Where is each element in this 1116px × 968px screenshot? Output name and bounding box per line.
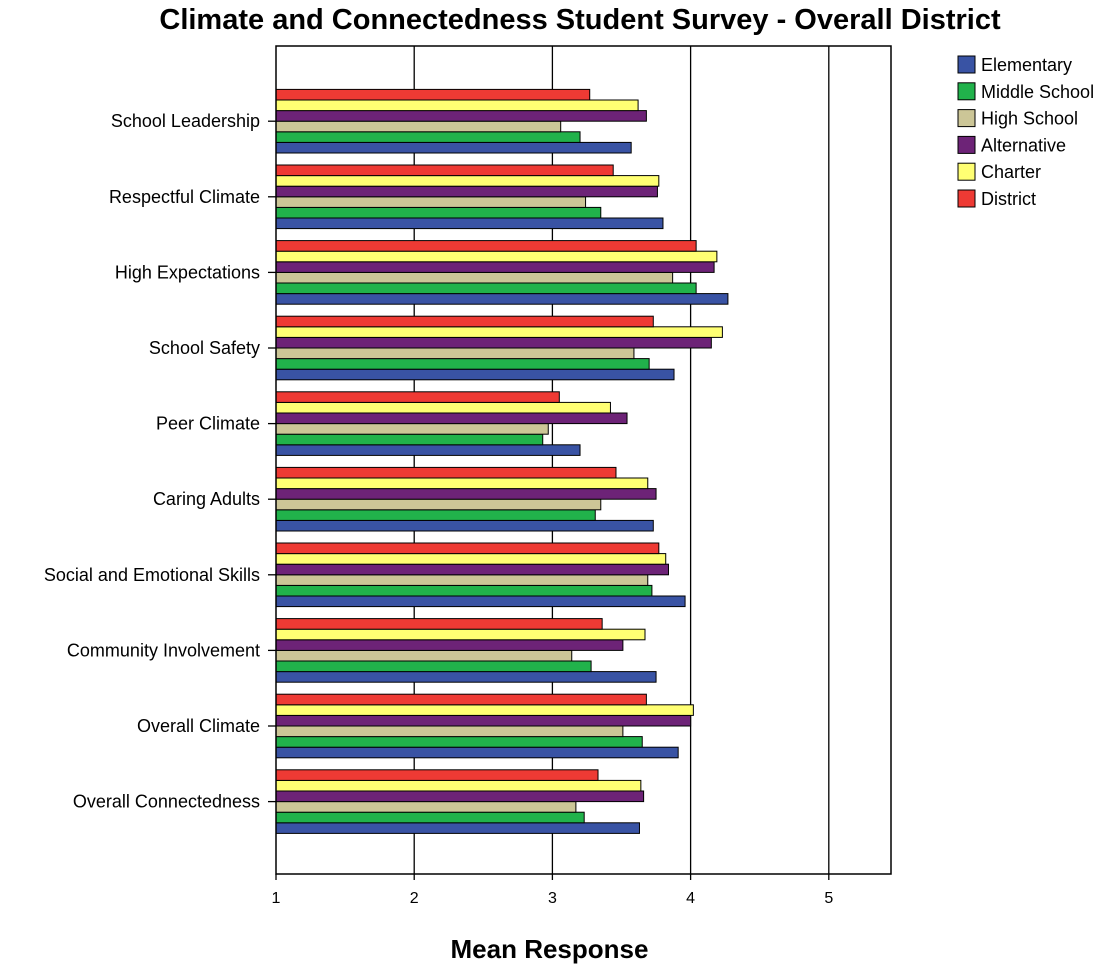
- x-tick-label: 3: [548, 890, 557, 907]
- bar-alternative: [275, 185, 658, 198]
- bar-charter: [275, 779, 642, 792]
- bar-district: [275, 240, 697, 252]
- bar-middle-school: [275, 433, 544, 446]
- x-tick-label: 1: [272, 890, 281, 907]
- bar-elementary: [275, 217, 664, 230]
- bar-elementary: [275, 293, 729, 305]
- legend-label: Middle School: [981, 82, 1094, 102]
- bar-high-school: [275, 271, 674, 284]
- bar-alternative: [275, 790, 645, 803]
- bar-district: [275, 315, 654, 328]
- x-axis-title: Mean Response: [451, 934, 649, 964]
- bar-charter: [275, 250, 718, 263]
- category-label: Overall Connectedness: [73, 792, 260, 812]
- category-label: Caring Adults: [153, 489, 260, 509]
- bar-charter: [275, 628, 646, 641]
- bar-elementary: [275, 519, 654, 532]
- legend: Elementary Middle School High School Altern…: [957, 55, 1094, 209]
- category-label: Social and Emotional Skills: [44, 565, 260, 585]
- bar-high-school: [275, 423, 549, 435]
- bar-middle-school: [275, 660, 592, 673]
- bar-middle-school: [275, 358, 650, 370]
- bar-high-school: [275, 196, 587, 208]
- bar-elementary: [275, 746, 679, 759]
- legend-label: High School: [981, 109, 1078, 129]
- bar-alternative: [275, 261, 715, 273]
- bar-district: [275, 88, 591, 101]
- bar-high-school: [275, 498, 602, 511]
- legend-label: District: [981, 189, 1036, 209]
- bar-charter: [275, 326, 723, 338]
- bars: [275, 88, 729, 834]
- category-label: Peer Climate: [156, 414, 260, 434]
- legend-label: Elementary: [981, 55, 1072, 75]
- bar-alternative: [275, 336, 712, 349]
- bar-high-school: [275, 574, 649, 586]
- plot-area-frame: [275, 45, 892, 875]
- bar-charter: [275, 175, 660, 187]
- bar-middle-school: [275, 282, 697, 295]
- bar-middle-school: [275, 584, 653, 597]
- legend-swatch-elementary: [957, 55, 976, 74]
- bar-charter: [275, 99, 639, 112]
- bar-elementary: [275, 141, 632, 154]
- bar-high-school: [275, 347, 635, 360]
- bar-elementary: [275, 444, 581, 456]
- bar-district: [275, 693, 647, 706]
- legend-swatch-high-school: [957, 109, 976, 128]
- bar-middle-school: [275, 206, 602, 219]
- bar-alternative: [275, 110, 647, 122]
- bar-charter: [275, 704, 694, 716]
- bar-alternative: [275, 412, 628, 425]
- bar-elementary: [275, 822, 640, 834]
- value-axis: 1 2 3 4 5: [272, 874, 833, 907]
- bar-high-school: [275, 725, 624, 738]
- category-label: Respectful Climate: [109, 187, 260, 207]
- chart-title: Climate and Connectedness Student Survey…: [159, 4, 1001, 36]
- bar-elementary: [275, 595, 686, 608]
- category-label: School Safety: [149, 338, 260, 358]
- x-tick-label: 2: [410, 890, 419, 907]
- x-tick-label: 4: [686, 890, 695, 907]
- bar-charter: [275, 401, 611, 414]
- category-axis: School Leadership Respectful Climate High …: [44, 111, 276, 812]
- bar-middle-school: [275, 131, 581, 143]
- bar-middle-school: [275, 811, 585, 824]
- bar-elementary: [275, 368, 675, 381]
- legend-swatch-alternative: [957, 135, 976, 154]
- bar-district: [275, 618, 603, 630]
- category-label: Overall Climate: [137, 716, 260, 736]
- legend-swatch-middle-school: [957, 82, 976, 101]
- bar-alternative: [275, 639, 624, 651]
- bar-district: [275, 391, 560, 403]
- legend-label: Alternative: [981, 135, 1066, 155]
- bar-high-school: [275, 120, 562, 133]
- category-label: School Leadership: [111, 111, 260, 131]
- bar-middle-school: [275, 736, 643, 748]
- bar-alternative: [275, 714, 692, 727]
- bar-alternative: [275, 488, 657, 500]
- x-tick-label: 5: [824, 890, 833, 907]
- bar-charter: [275, 553, 667, 565]
- legend-label: Charter: [981, 162, 1041, 182]
- bar-elementary: [275, 671, 657, 683]
- bar-district: [275, 769, 599, 781]
- bar-district: [275, 466, 617, 479]
- bar-high-school: [275, 649, 573, 662]
- legend-swatch-district: [957, 189, 976, 208]
- bar-alternative: [275, 563, 669, 576]
- category-label: High Expectations: [115, 262, 260, 282]
- bar-high-school: [275, 801, 577, 813]
- category-label: Community Involvement: [67, 640, 260, 660]
- bar-charter: [275, 477, 649, 490]
- bar-district: [275, 542, 660, 555]
- legend-swatch-charter: [957, 162, 976, 181]
- bar-district: [275, 164, 614, 177]
- bar-middle-school: [275, 509, 596, 521]
